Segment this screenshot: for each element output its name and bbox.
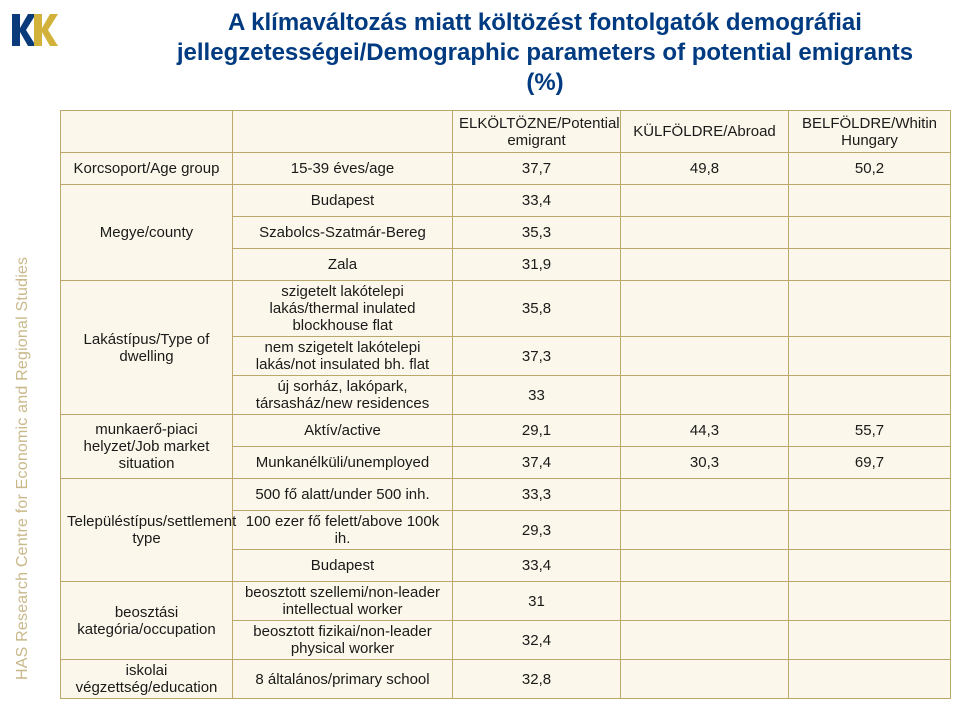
row-label: Budapest <box>233 550 453 582</box>
cell: 31 <box>453 582 621 621</box>
row-label: 500 fő alatt/under 500 inh. <box>233 479 453 511</box>
cell: 31,9 <box>453 249 621 281</box>
cell <box>621 582 789 621</box>
cell: 35,3 <box>453 217 621 249</box>
header-blank-1 <box>233 111 453 153</box>
cell <box>621 376 789 415</box>
side-institution-text: HAS Research Centre for Economic and Reg… <box>14 257 32 680</box>
header-blank-0 <box>61 111 233 153</box>
table-row: beosztási kategória/occupation beosztott… <box>61 582 951 621</box>
row-label: beosztott szellemi/non-leader intellectu… <box>233 582 453 621</box>
cell <box>789 479 951 511</box>
cell <box>621 281 789 337</box>
page-title: A klímaváltozás miatt költözést fontolga… <box>60 0 950 110</box>
group-occupation: beosztási kategória/occupation <box>61 582 233 660</box>
group-job: munkaerő-piaci helyzet/Job market situat… <box>61 415 233 479</box>
cell <box>789 621 951 660</box>
cell <box>621 337 789 376</box>
cell: 69,7 <box>789 447 951 479</box>
group-settlement: Településtípus/settlement type <box>61 479 233 582</box>
row-label: 100 ezer fő felett/above 100k ih. <box>233 511 453 550</box>
cell: 30,3 <box>621 447 789 479</box>
cell <box>621 511 789 550</box>
cell <box>789 217 951 249</box>
row-label: Szabolcs-Szatmár-Bereg <box>233 217 453 249</box>
cell: 32,8 <box>453 660 621 699</box>
cell: 49,8 <box>621 153 789 185</box>
cell: 37,3 <box>453 337 621 376</box>
cell: 29,1 <box>453 415 621 447</box>
row-label: Budapest <box>233 185 453 217</box>
row-label: új sorház, lakópark, társasház/new resid… <box>233 376 453 415</box>
row-label: Zala <box>233 249 453 281</box>
cell <box>621 621 789 660</box>
cell <box>621 217 789 249</box>
logo <box>6 6 64 52</box>
group-dwelling: Lakástípus/Type of dwelling <box>61 281 233 415</box>
cell: 37,7 <box>453 153 621 185</box>
row-label: 8 általános/primary school <box>233 660 453 699</box>
cell <box>789 660 951 699</box>
cell <box>789 550 951 582</box>
group-education: iskolai végzettség/education <box>61 660 233 699</box>
cell <box>789 281 951 337</box>
cell <box>621 550 789 582</box>
cell <box>789 582 951 621</box>
table-row: Településtípus/settlement type 500 fő al… <box>61 479 951 511</box>
cell <box>789 511 951 550</box>
cell <box>621 660 789 699</box>
cell <box>789 185 951 217</box>
cell: 35,8 <box>453 281 621 337</box>
cell <box>789 337 951 376</box>
cell <box>789 376 951 415</box>
header-abroad: KÜLFÖLDRE/Abroad <box>621 111 789 153</box>
cell <box>621 249 789 281</box>
row-label: Munkanélküli/unemployed <box>233 447 453 479</box>
cell: 32,4 <box>453 621 621 660</box>
table-row: munkaerő-piaci helyzet/Job market situat… <box>61 415 951 447</box>
table-row: Korcsoport/Age group 15-39 éves/age 37,7… <box>61 153 951 185</box>
table-row: Megye/county Budapest 33,4 <box>61 185 951 217</box>
header-row: ELKÖLTÖZNE/Potential emigrant KÜLFÖLDRE/… <box>61 111 951 153</box>
cell: 50,2 <box>789 153 951 185</box>
data-table: ELKÖLTÖZNE/Potential emigrant KÜLFÖLDRE/… <box>60 110 951 699</box>
row-label: szigetelt lakótelepi lakás/thermal inula… <box>233 281 453 337</box>
cell: 33 <box>453 376 621 415</box>
table-row: Lakástípus/Type of dwelling szigetelt la… <box>61 281 951 337</box>
table-row: iskolai végzettség/education 8 általános… <box>61 660 951 699</box>
cell: 37,4 <box>453 447 621 479</box>
row-label: nem szigetelt lakótelepi lakás/not insul… <box>233 337 453 376</box>
main-content: A klímaváltozás miatt költözést fontolga… <box>60 0 950 720</box>
cell: 29,3 <box>453 511 621 550</box>
cell <box>621 479 789 511</box>
cell: 33,4 <box>453 550 621 582</box>
group-age: Korcsoport/Age group <box>61 153 233 185</box>
cell <box>789 249 951 281</box>
row-label: Aktív/active <box>233 415 453 447</box>
header-within: BELFÖLDRE/Whitin Hungary <box>789 111 951 153</box>
group-county: Megye/county <box>61 185 233 281</box>
header-emigrant: ELKÖLTÖZNE/Potential emigrant <box>453 111 621 153</box>
row-label: beosztott fizikai/non-leader physical wo… <box>233 621 453 660</box>
cell: 33,3 <box>453 479 621 511</box>
cell: 44,3 <box>621 415 789 447</box>
row-label: 15-39 éves/age <box>233 153 453 185</box>
cell <box>621 185 789 217</box>
cell: 33,4 <box>453 185 621 217</box>
cell: 55,7 <box>789 415 951 447</box>
